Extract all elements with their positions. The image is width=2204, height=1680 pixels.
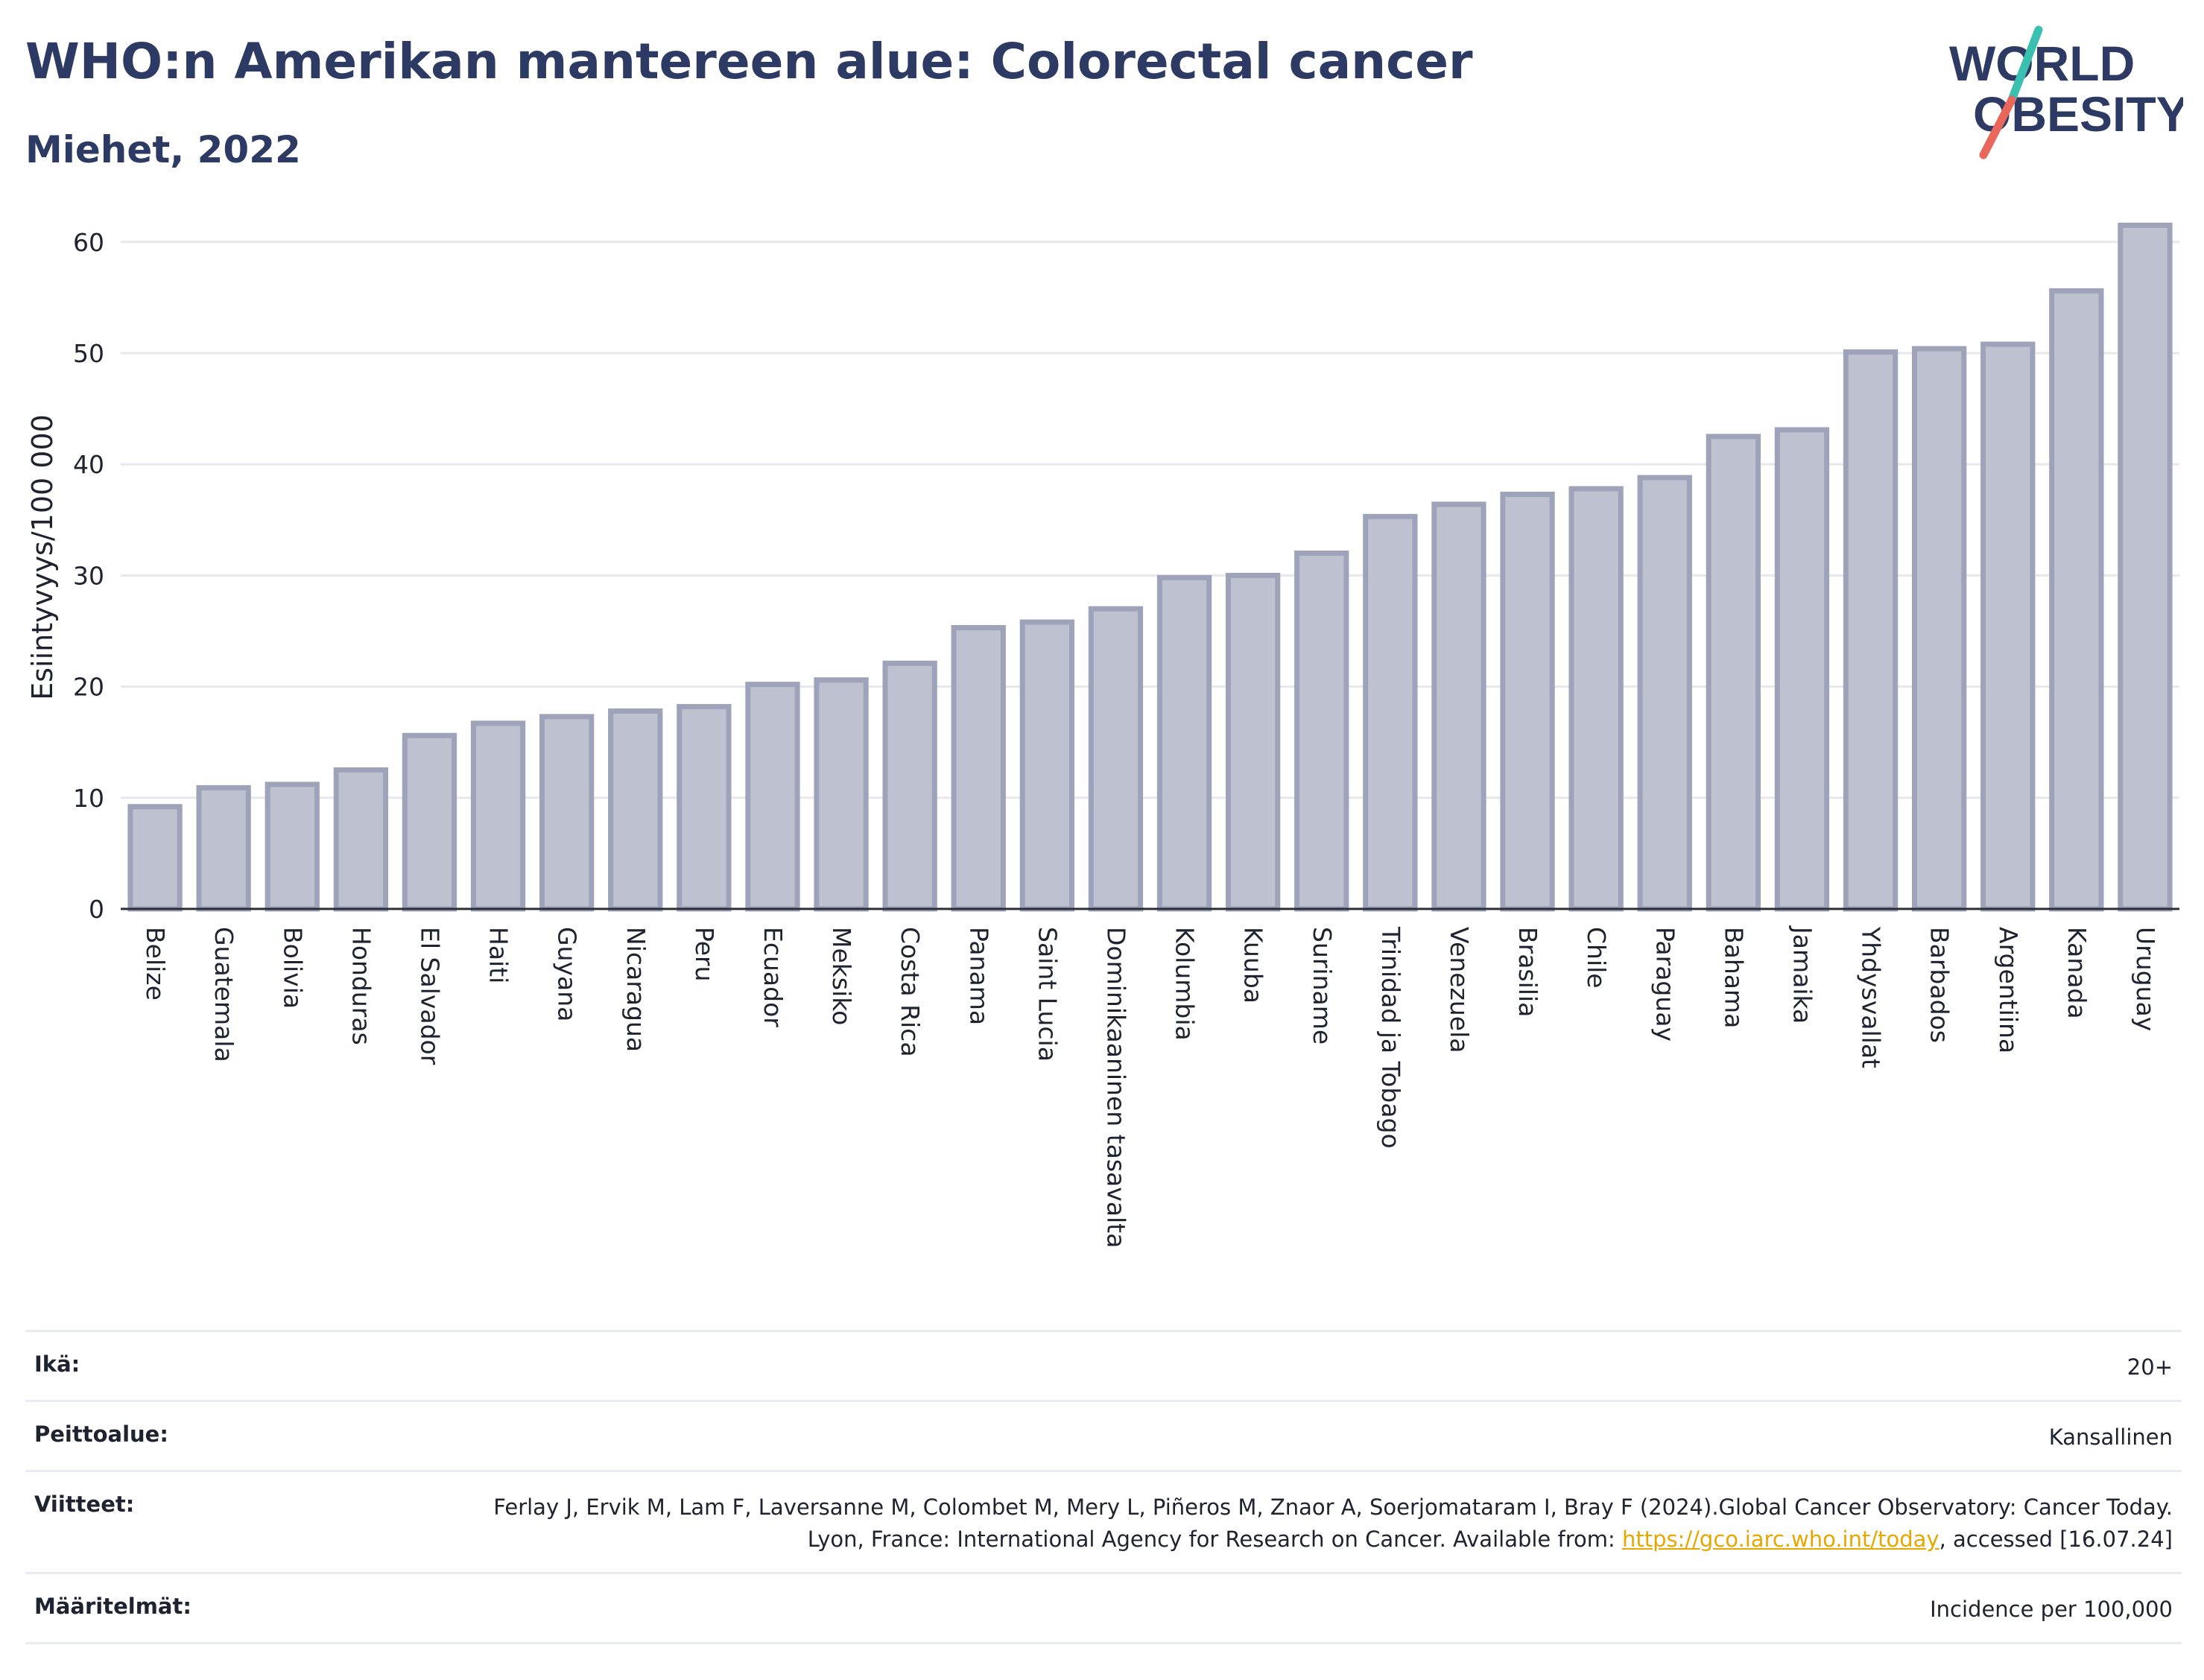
x-tick-label: Jamaika xyxy=(1787,925,1817,1024)
bar xyxy=(539,714,595,912)
metadata-table: Ikä: 20+ Peittoalue: Kansallinen Viittee… xyxy=(25,1330,2182,1644)
meta-value-references: Ferlay J, Ervik M, Lam F, Laversanne M, … xyxy=(459,1492,2173,1556)
meta-row-definitions: Määritelmät: Incidence per 100,000 xyxy=(25,1572,2182,1644)
y-axis-label: Esiintyvyys/100 000 xyxy=(26,414,59,700)
bar xyxy=(470,720,526,912)
y-tick-label: 40 xyxy=(73,450,104,479)
meta-label-coverage: Peittoalue: xyxy=(34,1421,168,1447)
x-tick-label: Peru xyxy=(690,927,719,982)
bar xyxy=(1225,572,1281,912)
meta-value-coverage: Kansallinen xyxy=(2048,1424,2173,1450)
bar xyxy=(333,767,389,912)
y-tick-label: 0 xyxy=(89,895,104,924)
x-tick-label: Bolivia xyxy=(278,927,307,1009)
x-tick-label: Brasilia xyxy=(1513,927,1542,1017)
bar xyxy=(2118,222,2173,912)
meta-row-references: Viitteet: Ferlay J, Ervik M, Lam F, Lave… xyxy=(25,1470,2182,1572)
bar xyxy=(814,677,869,912)
bar xyxy=(608,708,663,912)
bar xyxy=(402,732,457,912)
bar xyxy=(882,660,937,912)
bar xyxy=(1980,341,2036,912)
bar xyxy=(1500,491,1555,912)
bar xyxy=(1774,427,1830,912)
x-tick-label: Saint Lucia xyxy=(1033,927,1062,1062)
x-tick-label: Venezuela xyxy=(1445,927,1474,1053)
x-tick-label: Suriname xyxy=(1308,927,1337,1045)
bar xyxy=(196,784,251,912)
logo-slash-red xyxy=(1979,95,2016,159)
bar xyxy=(1156,574,1212,912)
x-tick-label: Dominikaaninen tasavalta xyxy=(1101,927,1130,1248)
x-tick-label: Haiti xyxy=(484,927,513,983)
chart-title: WHO:n Amerikan mantereen alue: Colorecta… xyxy=(25,33,1473,90)
x-tick-label: Barbados xyxy=(1925,927,1954,1043)
meta-row-age: Ikä: 20+ xyxy=(25,1330,2182,1400)
bar xyxy=(1363,513,1418,912)
x-tick-label: Bahama xyxy=(1719,927,1748,1028)
x-tick-label: Panama xyxy=(964,927,993,1025)
meta-label-references: Viitteet: xyxy=(34,1492,135,1517)
meta-value-age: 20+ xyxy=(2127,1354,2173,1380)
x-tick-label: Uruguay xyxy=(2131,927,2160,1031)
bars xyxy=(127,222,2173,912)
x-tick-label: Argentiina xyxy=(1994,927,2023,1053)
bar xyxy=(1706,434,1761,912)
bar xyxy=(677,703,732,912)
bar xyxy=(127,804,183,912)
reference-accessed: , accessed [16.07.24] xyxy=(1939,1527,2173,1552)
x-tick-label: Kolumbia xyxy=(1171,927,1200,1041)
x-tick-label: Meksiko xyxy=(827,927,856,1025)
x-tick-label: Guatemala xyxy=(209,927,238,1062)
bar xyxy=(1843,349,1899,912)
meta-label-definitions: Määritelmät: xyxy=(34,1594,191,1619)
world-obesity-logo: WORLD OBESITY xyxy=(1949,25,2183,159)
meta-value-definitions: Incidence per 100,000 xyxy=(1930,1597,2173,1622)
x-tick-label: Ecuador xyxy=(759,927,788,1027)
x-tick-label: Kuuba xyxy=(1239,927,1268,1004)
logo-slash-teal xyxy=(2007,25,2043,104)
reference-text: Ferlay J, Ervik M, Lam F, Laversanne M, … xyxy=(493,1494,2173,1552)
x-tick-label: Paraguay xyxy=(1650,927,1679,1042)
x-tick-label: Costa Rica xyxy=(896,927,925,1057)
reference-link[interactable]: https://gco.iarc.who.int/today xyxy=(1621,1527,1939,1552)
x-tick-label: Guyana xyxy=(553,927,582,1021)
bar xyxy=(265,782,320,912)
y-tick-label: 10 xyxy=(73,784,104,813)
bar xyxy=(1088,606,1144,912)
bar xyxy=(951,625,1006,912)
y-tick-label: 30 xyxy=(73,561,104,590)
bar xyxy=(745,682,800,912)
bar xyxy=(1431,501,1486,912)
bar xyxy=(1637,475,1692,912)
bar-chart: 0 10 20 30 40 50 60 Belize Guatemala Bolivia Hondu… xyxy=(26,222,2179,1248)
bar xyxy=(1294,551,1349,912)
x-tick-label: Belize xyxy=(141,927,170,1001)
x-tick-label: Honduras xyxy=(346,927,376,1045)
x-tick-label: Trinidad ja Tobago xyxy=(1376,926,1405,1149)
gridlines xyxy=(121,241,2179,799)
axes: 0 10 20 30 40 50 60 Belize Guatemala Bolivia Hondu… xyxy=(73,228,2179,1248)
meta-label-age: Ikä: xyxy=(34,1351,80,1377)
bar xyxy=(2049,288,2104,912)
x-tick-label: Kanada xyxy=(2062,927,2091,1019)
bar xyxy=(1911,346,1967,912)
y-tick-label: 20 xyxy=(73,673,104,702)
y-tick-label: 50 xyxy=(73,339,104,368)
x-tick-label: Nicaragua xyxy=(621,927,650,1052)
x-tick-label: Yhdysvallat xyxy=(1857,926,1886,1068)
bar xyxy=(1019,619,1075,912)
x-tick-label: El Salvador xyxy=(415,927,444,1065)
y-tick-label: 60 xyxy=(73,228,104,257)
bar xyxy=(1568,486,1624,912)
x-tick-label: Chile xyxy=(1582,927,1611,989)
meta-row-coverage: Peittoalue: Kansallinen xyxy=(25,1400,2182,1470)
chart-subtitle: Miehet, 2022 xyxy=(25,128,301,171)
logo-line-world: WORLD xyxy=(1949,36,2135,91)
